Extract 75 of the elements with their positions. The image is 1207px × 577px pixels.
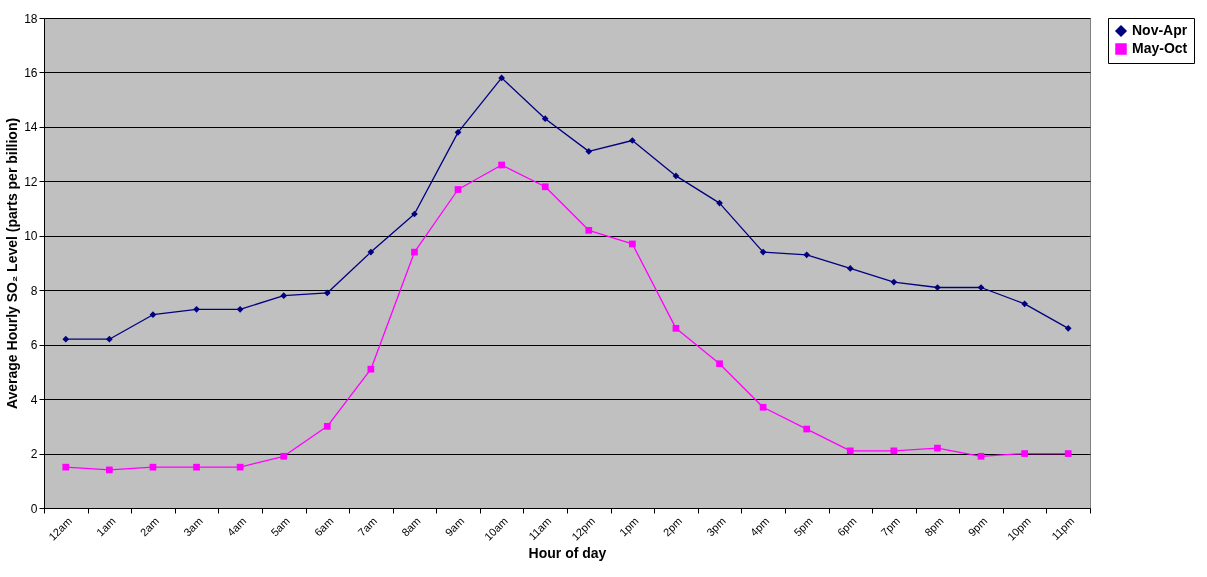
x-tick-label: 2am (137, 514, 162, 539)
point (193, 463, 200, 471)
point (236, 305, 244, 313)
point (280, 292, 288, 300)
y-tick-label: 12 (24, 174, 38, 189)
point (1064, 324, 1072, 332)
y-tick-label: 4 (30, 392, 38, 407)
point (149, 311, 157, 319)
point (367, 248, 375, 256)
y-tick-label: 18 (24, 11, 38, 26)
x-tick-label: 6pm (834, 514, 859, 539)
y-tick-label: 8 (30, 283, 38, 298)
point (803, 251, 811, 259)
y-tick-label: 2 (30, 447, 38, 462)
x-tick-label: 8am (399, 514, 423, 539)
point (890, 278, 898, 286)
point (934, 444, 941, 452)
x-tick-label: 3pm (704, 514, 728, 539)
point (629, 137, 636, 144)
point (846, 447, 854, 455)
x-tick-label: 9am (442, 514, 467, 539)
x-tick-label: 2pm (660, 514, 685, 539)
x-tick-label: 8pm (922, 514, 946, 539)
x-tick-label: 4am (224, 514, 249, 539)
point (106, 335, 113, 343)
point (1064, 450, 1072, 457)
point (890, 447, 898, 455)
x-tick-label: 5pm (791, 514, 815, 539)
point (280, 452, 288, 460)
point (934, 284, 941, 291)
point (193, 305, 200, 313)
point (585, 226, 593, 234)
x-tick-label: 7am (355, 514, 380, 539)
y-tick-label: 0 (30, 501, 38, 516)
x-axis-title: Hour of day (528, 544, 607, 561)
point (716, 360, 723, 368)
point (672, 172, 680, 180)
point (323, 289, 331, 297)
point (454, 186, 462, 193)
x-tick-label: 3am (181, 514, 205, 539)
point (411, 248, 418, 256)
point (846, 265, 854, 272)
point (803, 425, 811, 433)
point (149, 463, 157, 471)
point (367, 365, 375, 373)
y-tick-label: 16 (24, 65, 38, 80)
legend-label: Nov-Apr (1132, 22, 1188, 38)
point (1021, 450, 1028, 457)
point (62, 335, 70, 343)
y-tick-label: 10 (24, 229, 38, 244)
legend-label: May-Oct (1132, 40, 1188, 56)
x-tick-label: 5am (268, 514, 292, 539)
point (541, 115, 549, 123)
point (106, 466, 113, 474)
point (672, 324, 680, 332)
point (759, 403, 767, 411)
point (1021, 300, 1028, 308)
point (585, 148, 593, 155)
point (323, 422, 331, 430)
x-tick-label: 7pm (878, 514, 903, 539)
point (629, 240, 636, 248)
x-tick-label: 6am (311, 514, 336, 539)
point (541, 183, 549, 191)
y-tick-label: 6 (30, 338, 38, 353)
point (454, 128, 462, 136)
x-tick-label: 9pm (965, 514, 990, 539)
point (498, 161, 505, 169)
point (977, 452, 985, 460)
point (759, 248, 767, 256)
point (236, 463, 244, 471)
point (62, 463, 70, 471)
x-tick-label: 4pm (747, 514, 772, 539)
y-tick-label: 14 (24, 120, 38, 135)
point (498, 74, 505, 82)
y-axis-title: Average Hourly SO₂ Level (parts per billion) (4, 117, 21, 410)
